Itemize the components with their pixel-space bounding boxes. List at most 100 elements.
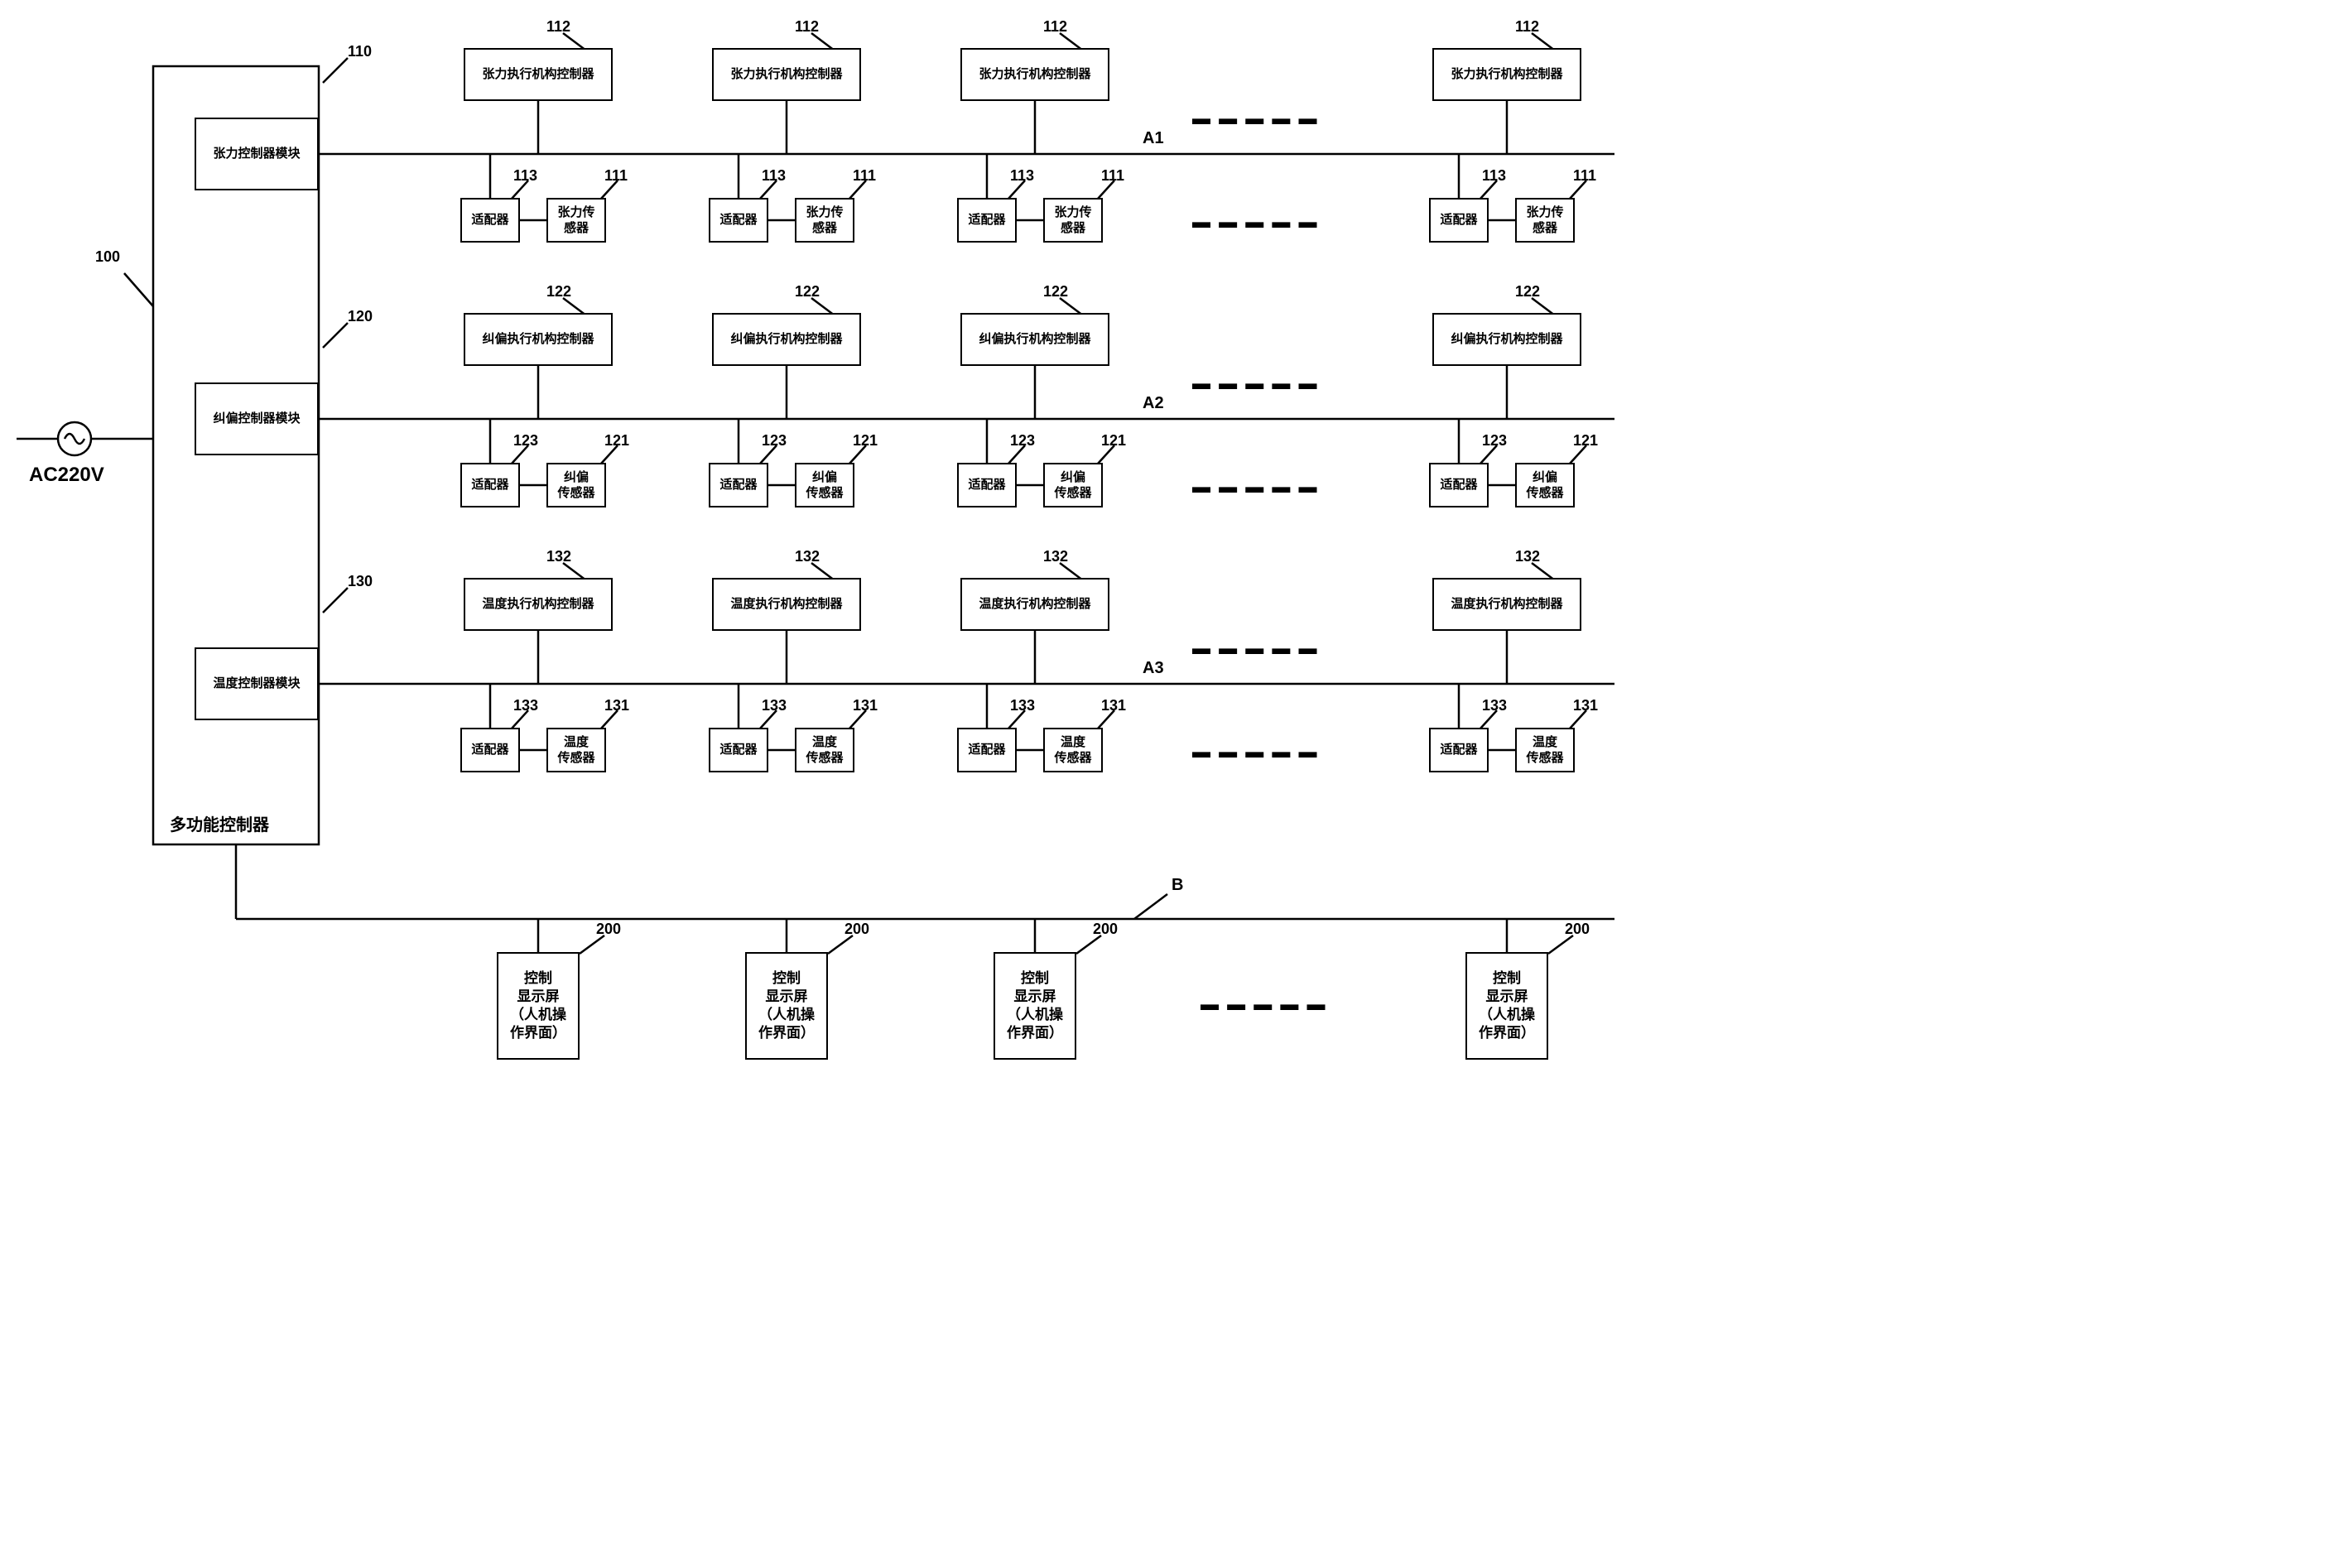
ref-132-2: 132	[795, 548, 820, 565]
align-adapter: 适配器	[460, 463, 520, 507]
ref-120: 120	[348, 308, 373, 325]
ellipsis: ▬ ▬ ▬ ▬ ▬	[1192, 108, 1318, 129]
ref-113-1: 113	[513, 167, 537, 185]
align-actuator: 纠偏执行机构控制器	[464, 313, 613, 366]
ref-133-1: 133	[513, 697, 538, 714]
ellipsis: ▬ ▬ ▬ ▬ ▬	[1192, 373, 1318, 394]
ref-122-1: 122	[546, 283, 571, 301]
module-align: 纠偏控制器模块	[195, 382, 319, 455]
ref-200-2: 200	[845, 921, 869, 938]
system-block-diagram: AC220V 100 多功能控制器 张力控制器模块 110 纠偏控制器模块 12…	[17, 17, 1631, 1093]
ref-132-4: 132	[1515, 548, 1540, 565]
align-sensor: 纠偏 传感器	[795, 463, 854, 507]
ellipsis: ▬ ▬ ▬ ▬ ▬	[1201, 993, 1326, 1015]
ref-111-1: 111	[604, 167, 628, 185]
temp-actuator: 温度执行机构控制器	[712, 578, 861, 631]
temp-sensor: 温度 传感器	[546, 728, 606, 772]
ref-121-2: 121	[853, 432, 878, 450]
tension-actuator: 张力执行机构控制器	[960, 48, 1109, 101]
ref-122-4: 122	[1515, 283, 1540, 301]
ref-200-1: 200	[596, 921, 621, 938]
tension-sensor: 张力传 感器	[1043, 198, 1103, 243]
align-adapter: 适配器	[709, 463, 768, 507]
tension-sensor: 张力传 感器	[546, 198, 606, 243]
ref-132-1: 132	[546, 548, 571, 565]
ref-112-1: 112	[546, 18, 570, 36]
ref-113-3: 113	[1010, 167, 1034, 185]
temp-adapter: 适配器	[709, 728, 768, 772]
ref-132-3: 132	[1043, 548, 1068, 565]
ref-131-1: 131	[604, 697, 629, 714]
bus-a3-label: A3	[1143, 659, 1164, 678]
temp-actuator: 温度执行机构控制器	[960, 578, 1109, 631]
ref-112-3: 112	[1043, 18, 1067, 36]
temp-adapter: 适配器	[460, 728, 520, 772]
align-sensor: 纠偏 传感器	[1043, 463, 1103, 507]
ref-131-4: 131	[1573, 697, 1598, 714]
ref-133-2: 133	[762, 697, 787, 714]
temp-sensor: 温度 传感器	[1043, 728, 1103, 772]
display-panel: 控制 显示屏 （人机操 作界面）	[994, 952, 1076, 1060]
tension-actuator: 张力执行机构控制器	[1432, 48, 1581, 101]
ref-112-2: 112	[795, 18, 819, 36]
tension-sensor: 张力传 感器	[1515, 198, 1575, 243]
ref-130: 130	[348, 573, 373, 590]
ref-200-4: 200	[1565, 921, 1590, 938]
display-panel: 控制 显示屏 （人机操 作界面）	[497, 952, 580, 1060]
align-actuator: 纠偏执行机构控制器	[960, 313, 1109, 366]
display-panel: 控制 显示屏 （人机操 作界面）	[1465, 952, 1548, 1060]
ref-100: 100	[95, 248, 120, 266]
tension-actuator: 张力执行机构控制器	[712, 48, 861, 101]
ref-111-4: 111	[1573, 167, 1596, 185]
ref-123-3: 123	[1010, 432, 1035, 450]
ref-123-1: 123	[513, 432, 538, 450]
ellipsis: ▬ ▬ ▬ ▬ ▬	[1192, 211, 1318, 233]
temp-sensor: 温度 传感器	[1515, 728, 1575, 772]
ellipsis: ▬ ▬ ▬ ▬ ▬	[1192, 476, 1318, 498]
ref-113-2: 113	[762, 167, 786, 185]
temp-adapter: 适配器	[957, 728, 1017, 772]
controller-label: 多功能控制器	[170, 811, 269, 835]
ac-power-label: AC220V	[29, 464, 104, 487]
bus-a1-label: A1	[1143, 129, 1164, 148]
ref-123-2: 123	[762, 432, 787, 450]
ref-121-4: 121	[1573, 432, 1598, 450]
module-tension: 张力控制器模块	[195, 118, 319, 190]
temp-adapter: 适配器	[1429, 728, 1489, 772]
ellipsis: ▬ ▬ ▬ ▬ ▬	[1192, 741, 1318, 762]
temp-actuator: 温度执行机构控制器	[464, 578, 613, 631]
display-panel: 控制 显示屏 （人机操 作界面）	[745, 952, 828, 1060]
tension-adapter: 适配器	[957, 198, 1017, 243]
ref-111-2: 111	[853, 167, 876, 185]
ref-123-4: 123	[1482, 432, 1507, 450]
align-adapter: 适配器	[1429, 463, 1489, 507]
align-actuator: 纠偏执行机构控制器	[712, 313, 861, 366]
tension-adapter: 适配器	[1429, 198, 1489, 243]
ref-113-4: 113	[1482, 167, 1506, 185]
tension-actuator: 张力执行机构控制器	[464, 48, 613, 101]
ref-110: 110	[348, 43, 372, 60]
align-adapter: 适配器	[957, 463, 1017, 507]
ref-131-3: 131	[1101, 697, 1126, 714]
bus-a2-label: A2	[1143, 394, 1164, 413]
temp-actuator: 温度执行机构控制器	[1432, 578, 1581, 631]
align-sensor: 纠偏 传感器	[1515, 463, 1575, 507]
align-sensor: 纠偏 传感器	[546, 463, 606, 507]
tension-sensor: 张力传 感器	[795, 198, 854, 243]
ellipsis: ▬ ▬ ▬ ▬ ▬	[1192, 637, 1318, 659]
ref-121-3: 121	[1101, 432, 1126, 450]
temp-sensor: 温度 传感器	[795, 728, 854, 772]
ref-133-3: 133	[1010, 697, 1035, 714]
ref-122-2: 122	[795, 283, 820, 301]
ref-111-3: 111	[1101, 167, 1124, 185]
align-actuator: 纠偏执行机构控制器	[1432, 313, 1581, 366]
module-temp: 温度控制器模块	[195, 647, 319, 720]
ref-112-4: 112	[1515, 18, 1539, 36]
bus-b-label: B	[1172, 876, 1183, 895]
ref-133-4: 133	[1482, 697, 1507, 714]
tension-adapter: 适配器	[709, 198, 768, 243]
tension-adapter: 适配器	[460, 198, 520, 243]
ref-200-3: 200	[1093, 921, 1118, 938]
ref-131-2: 131	[853, 697, 878, 714]
ref-121-1: 121	[604, 432, 629, 450]
